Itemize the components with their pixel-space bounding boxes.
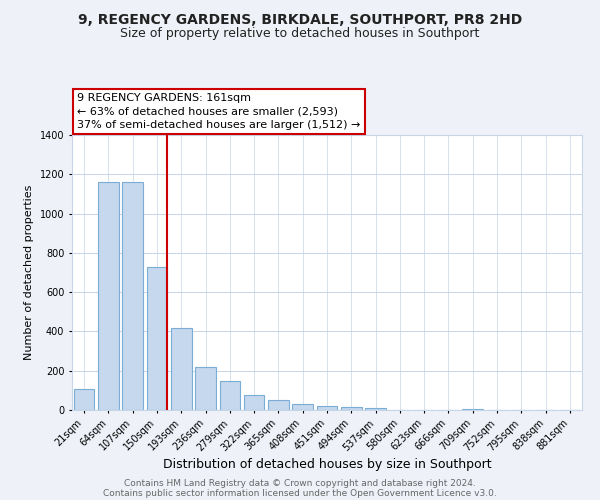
- Text: Contains HM Land Registry data © Crown copyright and database right 2024.: Contains HM Land Registry data © Crown c…: [124, 478, 476, 488]
- Bar: [244, 396, 265, 410]
- Text: Contains public sector information licensed under the Open Government Licence v3: Contains public sector information licen…: [103, 488, 497, 498]
- Bar: [146, 266, 167, 410]
- Text: 9 REGENCY GARDENS: 161sqm
← 63% of detached houses are smaller (2,593)
37% of se: 9 REGENCY GARDENS: 161sqm ← 63% of detac…: [77, 93, 361, 130]
- Bar: [98, 182, 119, 410]
- Y-axis label: Number of detached properties: Number of detached properties: [24, 185, 34, 360]
- Bar: [195, 367, 216, 410]
- Bar: [122, 182, 143, 410]
- Bar: [317, 406, 337, 410]
- X-axis label: Distribution of detached houses by size in Southport: Distribution of detached houses by size …: [163, 458, 491, 471]
- Bar: [292, 404, 313, 410]
- Text: Size of property relative to detached houses in Southport: Size of property relative to detached ho…: [121, 28, 479, 40]
- Bar: [268, 400, 289, 410]
- Text: 9, REGENCY GARDENS, BIRKDALE, SOUTHPORT, PR8 2HD: 9, REGENCY GARDENS, BIRKDALE, SOUTHPORT,…: [78, 12, 522, 26]
- Bar: [341, 407, 362, 410]
- Bar: [365, 408, 386, 410]
- Bar: [74, 389, 94, 410]
- Bar: [171, 328, 191, 410]
- Bar: [463, 409, 483, 410]
- Bar: [220, 380, 240, 410]
